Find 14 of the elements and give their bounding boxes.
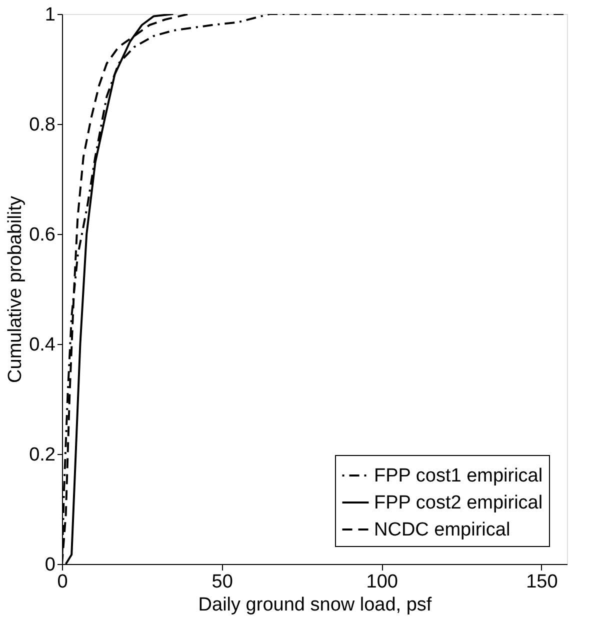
legend-label: FPP cost1 empirical xyxy=(374,466,543,486)
y-tick-label: 0.8 xyxy=(29,114,56,136)
legend-label: FPP cost2 empirical xyxy=(374,492,543,514)
x-tick-label: 50 xyxy=(212,572,233,592)
x-axis-title: Daily ground snow load, psf xyxy=(198,594,432,616)
y-tick-label: 0.4 xyxy=(29,334,56,356)
y-tick-label: 0 xyxy=(44,554,56,576)
legend-label: NCDC empirical xyxy=(374,520,510,540)
y-axis-title: Cumulative probability xyxy=(5,196,26,383)
y-tick-label: 1 xyxy=(44,4,56,26)
x-tick-label: 100 xyxy=(366,572,398,592)
y-tick-label: 0.6 xyxy=(29,224,56,246)
y-tick-label: 0.2 xyxy=(29,444,56,466)
x-tick-label: 150 xyxy=(526,572,558,592)
